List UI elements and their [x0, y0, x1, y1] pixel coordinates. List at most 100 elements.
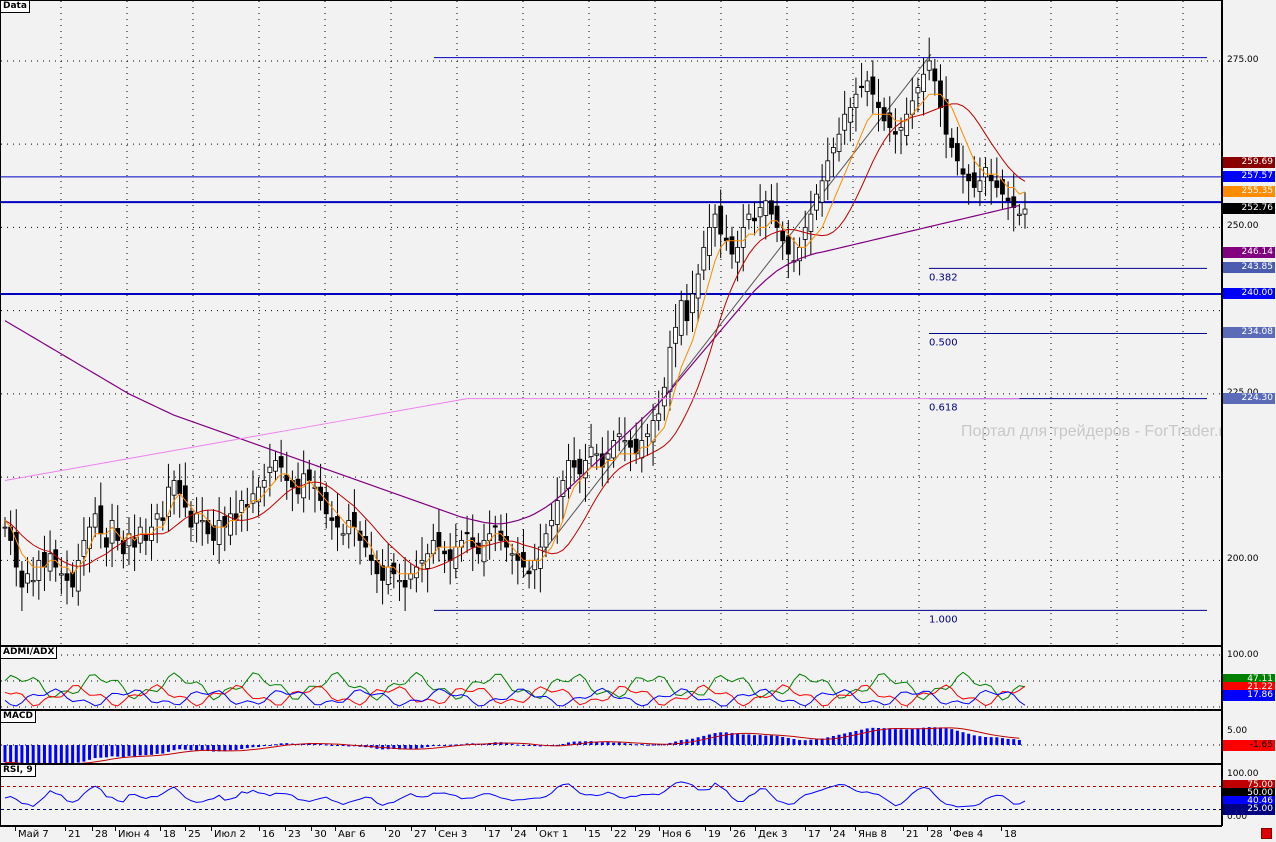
candle-body [199, 520, 205, 523]
macd-bar [764, 735, 768, 745]
rsi-axis: 100.00 0.00 75.00 50.00 40.46 25.00 [1222, 764, 1276, 826]
candle-body [847, 107, 853, 123]
price-tag-240-00: 240.00 [1223, 288, 1275, 300]
date-label: Авг 6 [338, 829, 366, 840]
date-tick-mark [259, 827, 260, 831]
candle-body [994, 180, 1000, 188]
rsi-chart [1, 781, 1221, 810]
candle-body [239, 500, 245, 513]
macd-bar [48, 745, 52, 763]
candle-body [154, 513, 160, 520]
macd-bar [702, 735, 706, 745]
candle-body [921, 73, 926, 92]
candle-body [36, 560, 42, 581]
candle-body [695, 273, 701, 299]
macd-bar [426, 745, 430, 748]
candle-body [729, 236, 735, 255]
date-tick-mark [65, 827, 66, 831]
macd-bar [645, 744, 649, 746]
candle-body [774, 205, 780, 228]
date-label: Янв 8 [858, 829, 887, 840]
ma-long-line [4, 398, 1020, 481]
candle-body [712, 213, 718, 228]
fib-label: 0.382 [929, 272, 958, 283]
macd-bar [538, 745, 542, 747]
date-tick-mark [855, 827, 856, 831]
macd-bar [589, 741, 593, 745]
macd-bar [223, 745, 227, 752]
macd-bar [521, 745, 525, 746]
macd-bar [273, 744, 277, 746]
price-axis: 275.00250.00225.00200.00259.69257.57255.… [1222, 0, 1276, 646]
macd-bar [414, 745, 418, 749]
adx-pane[interactable]: ADMI/ADX [0, 646, 1222, 710]
macd-bar [786, 737, 790, 745]
candle-body [81, 540, 87, 557]
macd-bar [144, 745, 148, 756]
candle-body [532, 560, 538, 571]
macd-bar [978, 736, 982, 745]
macd-bar [443, 744, 447, 746]
candle-body [256, 486, 261, 503]
date-label: 29 [638, 829, 651, 840]
date-label: 28 [95, 829, 108, 840]
candle-body [915, 87, 921, 94]
date-tick-mark [285, 827, 286, 831]
scroll-corner-icon[interactable] [1261, 828, 1272, 839]
macd-bar [76, 745, 80, 763]
candle-body [785, 236, 791, 255]
candle-body [757, 207, 763, 218]
candle-body [740, 227, 746, 248]
candle-body [397, 580, 402, 583]
candle-body [684, 300, 690, 322]
date-label: Июл 2 [214, 829, 246, 840]
price-tick-label: 275.00 [1227, 54, 1259, 65]
date-tick-mark [511, 827, 512, 831]
rsi-pane[interactable]: RSI, 9 [0, 764, 1222, 826]
macd-bar [995, 737, 999, 745]
price-pane[interactable]: 0.382 0.500 0.618 1.000 Data Портал для тре… [0, 0, 1222, 646]
candle-body [735, 247, 740, 263]
candle-body [701, 247, 707, 271]
date-tick-mark [903, 827, 904, 831]
macd-bar [730, 733, 734, 745]
macd-bar [1012, 739, 1016, 745]
macd-bar [837, 734, 841, 745]
date-label: 18 [163, 829, 176, 840]
candle-body [830, 147, 836, 154]
ma-slow-line [4, 204, 1020, 525]
date-label: 21 [68, 829, 81, 840]
adx-tag: 21.22 [1223, 682, 1275, 693]
macd-pane[interactable]: MACD [0, 710, 1222, 764]
macd-bar [640, 744, 644, 746]
macd-bar [696, 737, 700, 745]
date-label: 26 [733, 829, 746, 840]
candle-body [887, 112, 893, 128]
candle-body [216, 520, 222, 545]
macd-bar [905, 729, 909, 745]
candle-body [98, 505, 104, 535]
macd-bar [65, 745, 69, 763]
macd-bar [279, 743, 283, 745]
date-label: Май 7 [18, 829, 49, 840]
macd-bar [516, 744, 520, 746]
macd-bar [567, 742, 571, 745]
date-tick-mark [385, 827, 386, 831]
date-label: 18 [1004, 829, 1017, 840]
macd-bar [397, 745, 401, 750]
macd-bar [572, 741, 576, 745]
candle-body [594, 453, 600, 456]
candle-body [707, 227, 712, 256]
macd-bar [775, 735, 779, 745]
macd-bar [595, 741, 599, 745]
candle-body [8, 526, 14, 541]
candle-body [898, 127, 904, 131]
candle-body [25, 573, 30, 584]
candle-body [2, 526, 8, 529]
candle-body [583, 460, 588, 479]
macd-bar [420, 745, 424, 748]
candle-body [1016, 213, 1022, 216]
date-tick-mark [435, 827, 436, 831]
price-chart[interactable]: 0.382 0.500 0.618 1.000 [1, 1, 1222, 646]
macd-bar [769, 735, 773, 745]
